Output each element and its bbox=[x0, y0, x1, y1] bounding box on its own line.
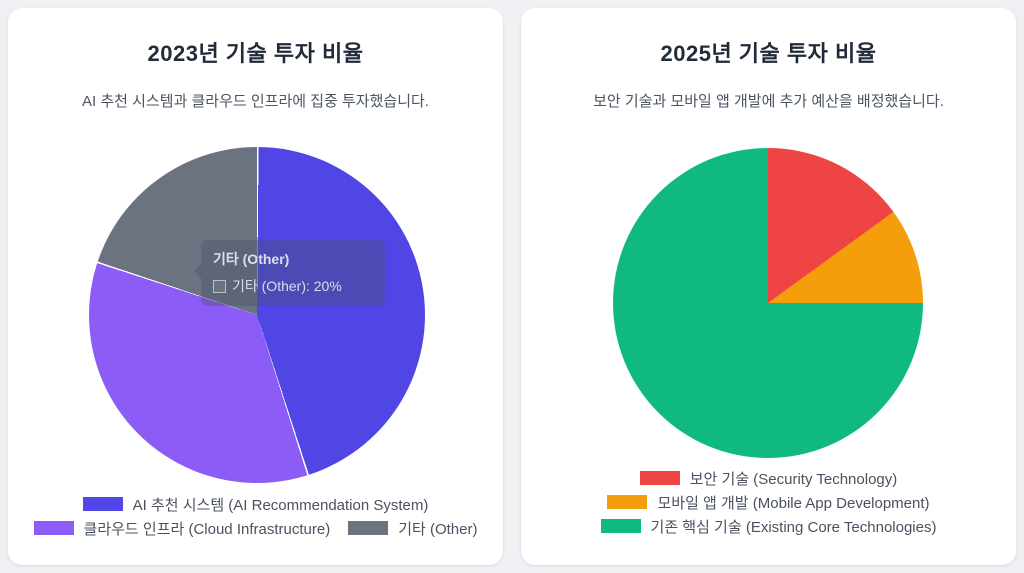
chart-subtitle-2023: AI 추천 시스템과 클라우드 인프라에 집중 투자했습니다. bbox=[82, 93, 429, 110]
tooltip-caret-icon bbox=[194, 264, 201, 278]
legend-row: 보안 기술 (Security Technology) bbox=[521, 466, 1016, 490]
tooltip-title: 기타 (Other) bbox=[213, 251, 290, 267]
legend-row: 기존 핵심 기술 (Existing Core Technologies) bbox=[521, 514, 1016, 538]
legend-item[interactable]: 클라우드 인프라 (Cloud Infrastructure) bbox=[33, 518, 331, 539]
tooltip-swatch-icon bbox=[213, 279, 226, 293]
legend-swatch-icon bbox=[600, 519, 641, 533]
legend-2023: AI 추천 시스템 (AI Recommendation System) 클라우드… bbox=[8, 492, 503, 540]
legend-row: AI 추천 시스템 (AI Recommendation System) bbox=[8, 492, 503, 516]
legend-2025: 보안 기술 (Security Technology) 모바일 앱 개발 (Mob… bbox=[521, 466, 1016, 538]
legend-item[interactable]: 보안 기술 (Security Technology) bbox=[639, 468, 898, 489]
chart-tooltip: 기타 (Other) 기타 (Other): 20% bbox=[194, 240, 385, 306]
legend-swatch-icon bbox=[82, 497, 123, 511]
tooltip-value-line: 기타 (Other): 20% bbox=[213, 276, 371, 296]
chart-title-2023: 2023년 기술 투자 비율 bbox=[147, 41, 364, 66]
pie-chart-2023[interactable] bbox=[89, 147, 425, 483]
chart-title-2025: 2025년 기술 투자 비율 bbox=[660, 41, 877, 66]
chart-card-2023: 2023년 기술 투자 비율 AI 추천 시스템과 클라우드 인프라에 집중 투… bbox=[8, 8, 503, 565]
legend-item[interactable]: AI 추천 시스템 (AI Recommendation System) bbox=[82, 494, 429, 515]
legend-item[interactable]: 기존 핵심 기술 (Existing Core Technologies) bbox=[600, 516, 937, 537]
legend-label: 기존 핵심 기술 (Existing Core Technologies) bbox=[650, 518, 937, 536]
legend-swatch-icon bbox=[348, 521, 389, 535]
legend-label: 모바일 앱 개발 (Mobile App Development) bbox=[657, 494, 930, 512]
legend-label: 기타 (Other) bbox=[398, 520, 478, 538]
legend-row: 클라우드 인프라 (Cloud Infrastructure) 기타 (Other… bbox=[8, 516, 503, 540]
legend-item[interactable]: 기타 (Other) bbox=[348, 518, 477, 539]
legend-label: AI 추천 시스템 (AI Recommendation System) bbox=[132, 496, 429, 514]
chart-card-2025: 2025년 기술 투자 비율 보안 기술과 모바일 앱 개발에 추가 예산을 배… bbox=[521, 8, 1016, 565]
legend-label: 클라우드 인프라 (Cloud Infrastructure) bbox=[83, 520, 331, 538]
legend-item[interactable]: 모바일 앱 개발 (Mobile App Development) bbox=[607, 492, 930, 513]
legend-row: 모바일 앱 개발 (Mobile App Development) bbox=[521, 490, 1016, 514]
tooltip-value-text: 기타 (Other): 20% bbox=[232, 278, 342, 294]
legend-label: 보안 기술 (Security Technology) bbox=[689, 470, 898, 488]
pie-chart-2025[interactable] bbox=[613, 148, 923, 458]
legend-swatch-icon bbox=[607, 495, 648, 509]
chart-subtitle-2025: 보안 기술과 모바일 앱 개발에 추가 예산을 배정했습니다. bbox=[593, 93, 944, 110]
legend-swatch-icon bbox=[639, 471, 680, 485]
legend-swatch-icon bbox=[33, 521, 74, 535]
